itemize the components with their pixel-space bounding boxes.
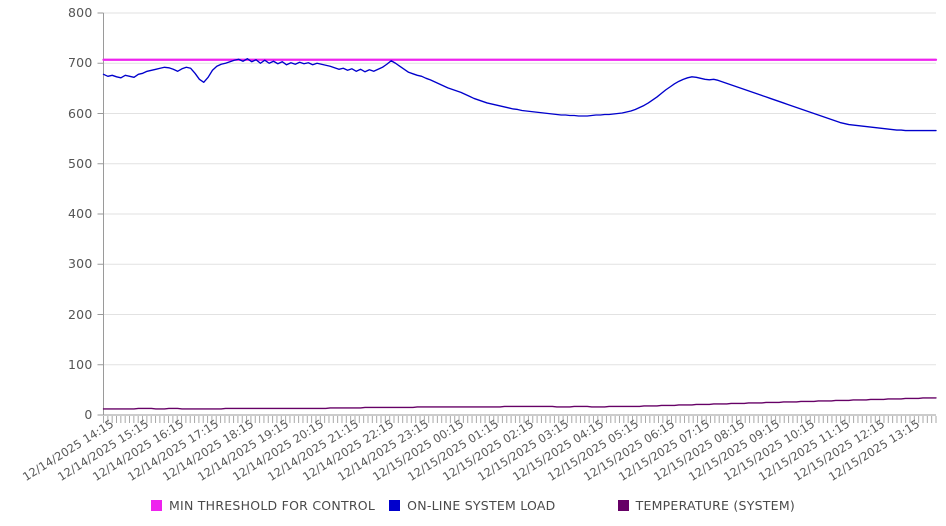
y-axis-tick-label: 400 <box>68 206 93 221</box>
legend-label: TEMPERATURE (SYSTEM) <box>635 497 795 513</box>
y-axis-tick-label: 600 <box>68 105 93 121</box>
legend-color-swatch <box>617 499 629 511</box>
y-axis-tick-label: 800 <box>68 5 93 20</box>
legend-item[interactable]: ON-LINE SYSTEM LOAD <box>389 498 555 513</box>
series-line <box>102 58 937 132</box>
gridlines <box>103 12 936 416</box>
y-axis-tick-label: 0 <box>84 407 93 422</box>
chart-axes <box>97 12 936 416</box>
chart-series-lines <box>102 58 938 410</box>
y-axis-tick-label: 500 <box>68 155 93 171</box>
legend-label: MIN THRESHOLD FOR CONTROL <box>168 497 376 513</box>
series-line <box>102 397 937 410</box>
y-axis-tick-label: 200 <box>68 306 93 322</box>
legend-item[interactable]: MIN THRESHOLD FOR CONTROL <box>150 497 376 513</box>
legend-item[interactable]: TEMPERATURE (SYSTEM) <box>617 497 795 513</box>
y-axis-tick-label: 300 <box>68 256 93 272</box>
legend-color-swatch <box>150 499 162 511</box>
x-axis-minor-ticks <box>103 416 937 423</box>
y-axis-tick-label: 700 <box>68 55 93 71</box>
legend-label: ON-LINE SYSTEM LOAD <box>407 497 556 513</box>
chart-legend: MIN THRESHOLD FOR CONTROL ON-LINE SYSTEM … <box>0 494 946 516</box>
y-axis-tick-label: 100 <box>68 356 93 372</box>
legend-color-swatch <box>389 499 401 511</box>
